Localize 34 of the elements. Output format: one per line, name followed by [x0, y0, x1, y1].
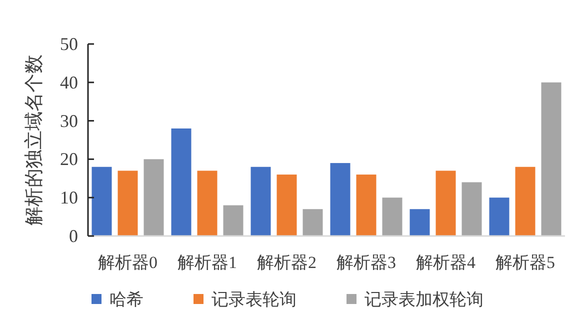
bar — [410, 209, 430, 236]
y-axis-title: 解析的独立域名个数 — [23, 54, 45, 226]
x-tick-label: 解析器3 — [336, 253, 396, 272]
bar — [462, 182, 482, 236]
bar — [436, 170, 456, 236]
bar — [330, 163, 350, 236]
bar — [276, 174, 297, 236]
x-tick-label: 解析器0 — [98, 253, 158, 272]
y-tick-label: 0 — [69, 226, 78, 246]
y-tick-label: 10 — [60, 188, 78, 208]
legend-label: 记录表轮询 — [212, 290, 296, 309]
bar — [489, 198, 510, 236]
bar — [92, 166, 112, 236]
y-tick-label: 30 — [60, 110, 78, 131]
bar — [356, 174, 376, 236]
y-tick-label: 50 — [60, 34, 78, 54]
legend-label: 哈希 — [110, 290, 144, 309]
bar — [515, 166, 536, 236]
bar — [541, 82, 562, 236]
bar — [302, 209, 323, 236]
bar — [382, 198, 402, 236]
x-tick-label: 解析器5 — [496, 253, 555, 272]
bar — [118, 170, 138, 236]
x-tick-label: 解析器1 — [178, 253, 237, 272]
bar — [171, 128, 192, 236]
x-tick-label: 解析器2 — [257, 253, 316, 272]
bar — [197, 170, 218, 236]
bar — [144, 159, 164, 236]
y-tick-label: 20 — [60, 149, 78, 170]
y-tick-label: 40 — [60, 72, 78, 92]
bar — [223, 205, 244, 236]
legend-label: 记录表加权轮询 — [364, 290, 484, 309]
bar — [250, 166, 271, 236]
x-tick-label: 解析器4 — [416, 253, 476, 272]
